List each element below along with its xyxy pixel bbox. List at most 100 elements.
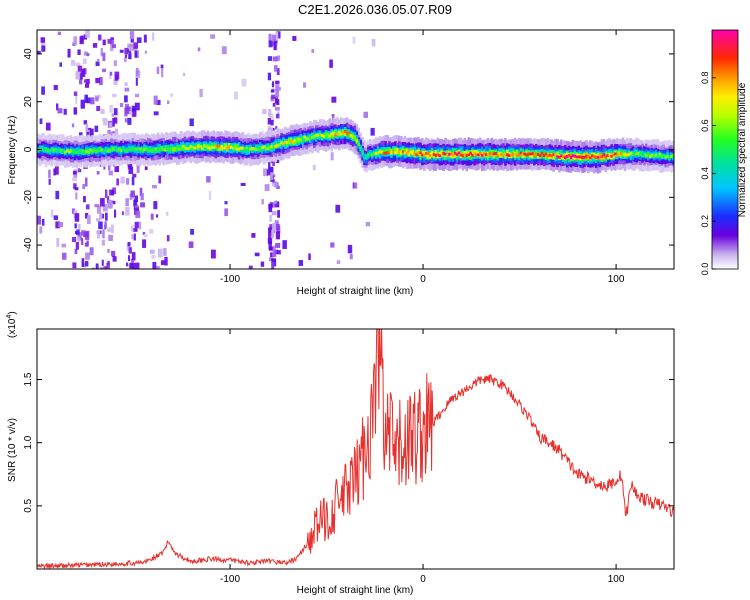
noise-speckle [270, 252, 273, 258]
ridge-cell [156, 147, 160, 151]
noise-speckle [166, 235, 170, 242]
ridge-cell [336, 132, 339, 136]
ridge-cell [525, 153, 528, 157]
ridge-cell [58, 148, 61, 152]
ridge-cell [191, 145, 194, 149]
ridge-cell [507, 154, 511, 157]
noise-speckle [275, 83, 280, 91]
noise-speckle [142, 231, 146, 236]
noise-speckle [104, 221, 107, 228]
ridge-cell [365, 156, 368, 160]
noise-speckle [113, 60, 117, 66]
ridge-cell [228, 145, 231, 149]
ridge-cell [183, 146, 187, 150]
spectrogram-y-axis-label: Frequency (Hz) [7, 116, 18, 185]
noise-speckle [210, 249, 216, 259]
noise-speckle [260, 261, 265, 267]
ridge-cell [255, 148, 258, 152]
ridge-cell [127, 147, 131, 151]
noise-speckle [106, 196, 110, 204]
noise-speckle [75, 241, 79, 250]
ridge-cell [135, 147, 138, 151]
noise-speckle [83, 51, 88, 56]
ridge-cell [629, 152, 633, 159]
noise-speckle [152, 184, 157, 189]
ridge-cell [326, 133, 330, 136]
noise-speckle [134, 206, 140, 215]
ridge-cell [423, 153, 426, 157]
ridge-cell [152, 147, 156, 151]
noise-speckle [133, 199, 137, 207]
noise-speckle [160, 64, 164, 69]
noise-speckle [365, 221, 371, 227]
noise-speckle [56, 103, 59, 111]
ridge-cell [450, 152, 453, 156]
noise-speckle [268, 162, 271, 171]
noise-speckle [330, 242, 335, 248]
noise-speckle [102, 204, 108, 212]
noise-speckle [266, 169, 271, 176]
noise-speckle [76, 237, 81, 242]
noise-speckle [99, 212, 103, 220]
ridge-cell [517, 153, 521, 157]
noise-speckle [189, 118, 194, 127]
ridge-cell [471, 153, 474, 157]
spectrogram-y-tick-label: 0 [23, 146, 34, 152]
noise-speckle [112, 117, 115, 127]
noise-speckle [53, 215, 59, 220]
noise-speckle [81, 258, 85, 268]
noise-speckle [124, 103, 130, 109]
noise-speckle [72, 177, 77, 182]
noise-speckle [116, 178, 119, 186]
spectrogram-y-tick-label: -20 [23, 190, 34, 205]
ridge-cell [131, 147, 135, 151]
ridge-cell [328, 134, 332, 138]
ridge-cell [388, 150, 391, 154]
ridge-cell [396, 150, 399, 154]
noise-speckle [134, 263, 139, 269]
ridge-cell [75, 148, 79, 154]
ridge-cell [556, 155, 559, 159]
noise-speckle [267, 237, 273, 244]
ridge-cell [276, 143, 279, 147]
ridge-cell [637, 152, 640, 156]
ridge-cell [121, 148, 125, 152]
ridge-cell [444, 152, 447, 156]
noise-speckle [152, 32, 155, 41]
noise-speckle [127, 255, 131, 262]
noise-speckle [275, 107, 280, 111]
noise-speckle [111, 44, 116, 49]
noise-speckle [197, 47, 201, 52]
noise-speckle [156, 214, 159, 218]
noise-speckle [271, 258, 277, 267]
ridge-cell [546, 154, 550, 158]
noise-speckle [124, 118, 128, 123]
noise-speckle [74, 223, 77, 229]
ridge-cell [554, 153, 557, 156]
noise-speckle [81, 238, 84, 246]
noise-speckle [144, 166, 148, 171]
noise-speckle [90, 97, 95, 105]
ridge-cell [502, 153, 505, 157]
ridge-cell [73, 148, 77, 155]
noise-speckle [77, 49, 81, 55]
ridge-cell [220, 145, 223, 149]
noise-speckle [160, 260, 165, 265]
noise-speckle [92, 43, 98, 48]
ridge-cell [164, 145, 167, 151]
ridge-cell [465, 150, 469, 157]
noise-speckle [45, 122, 51, 131]
ridge-cell [77, 150, 81, 153]
ridge-cell [486, 153, 490, 157]
noise-speckle [183, 72, 186, 77]
noise-speckle [126, 262, 129, 267]
ridge-cell [672, 153, 674, 157]
noise-speckle [48, 178, 51, 185]
ridge-cell [608, 152, 611, 156]
ridge-cell [535, 152, 538, 156]
ridge-cell [305, 137, 308, 141]
ridge-cell [650, 153, 654, 157]
ridge-cell [181, 145, 185, 148]
noise-speckle [134, 221, 139, 229]
ridge-cell [62, 149, 65, 153]
